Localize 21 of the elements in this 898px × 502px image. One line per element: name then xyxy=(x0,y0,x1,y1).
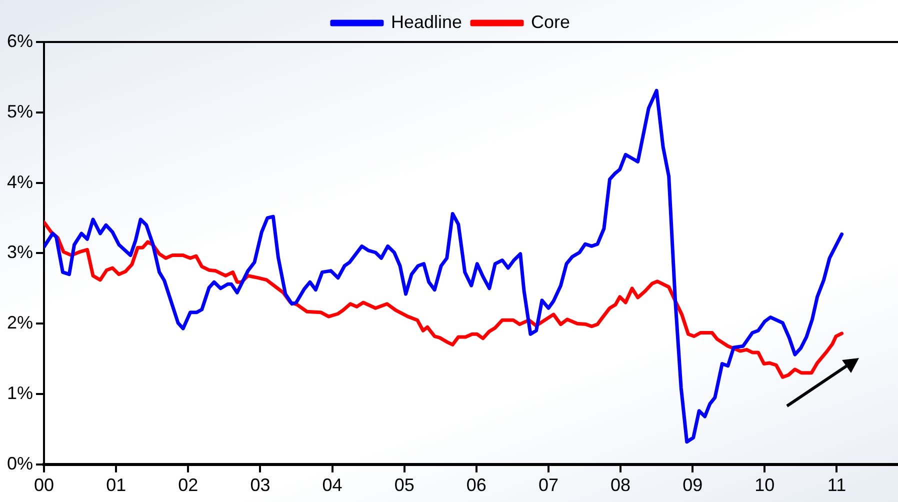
y-tick-label: 6% xyxy=(7,30,34,51)
x-tick-label: 09 xyxy=(682,475,703,496)
x-tick-label: 11 xyxy=(827,475,846,496)
x-tick-label: 02 xyxy=(178,475,198,496)
y-tick-label: 2% xyxy=(7,312,34,333)
x-tick-label: 01 xyxy=(106,475,126,496)
y-tick-label: 4% xyxy=(7,172,34,192)
y-tick-label: 5% xyxy=(7,101,34,122)
legend-label: Core xyxy=(531,12,570,32)
x-tick-label: 08 xyxy=(610,475,631,496)
x-tick-label: 10 xyxy=(754,475,775,496)
legend-label: Headline xyxy=(390,12,462,32)
x-tick-label: 06 xyxy=(466,475,486,496)
x-tick-label: 05 xyxy=(394,475,414,496)
x-tick-label: 00 xyxy=(34,475,54,496)
x-tick-label: 03 xyxy=(250,475,270,496)
x-tick-label: 07 xyxy=(538,475,558,496)
y-tick-label: 0% xyxy=(7,453,34,474)
y-tick-label: 1% xyxy=(7,382,34,403)
x-tick-label: 04 xyxy=(322,475,342,496)
y-tick-label: 3% xyxy=(7,242,34,262)
